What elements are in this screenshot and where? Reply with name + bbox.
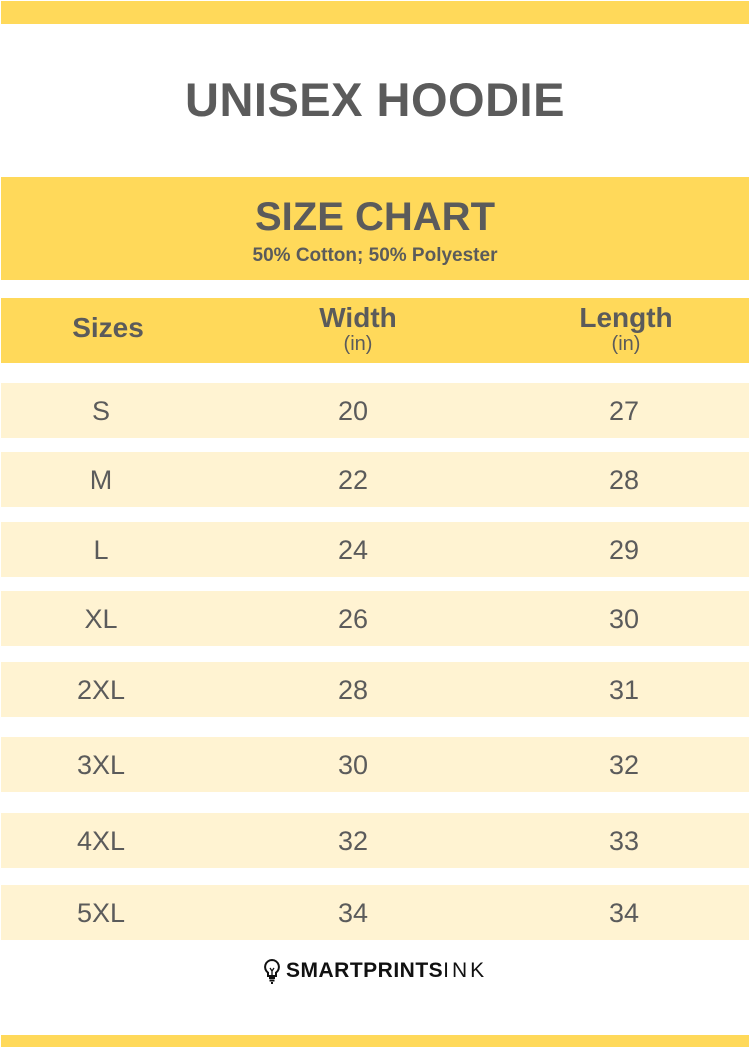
cell-size: 5XL: [76, 898, 126, 928]
table-row: S 20 27: [1, 383, 749, 438]
table-row: 5XL 34 34: [1, 885, 749, 940]
cell-size: L: [93, 535, 109, 565]
lightbulb-icon: [264, 958, 280, 984]
cell-length: 32: [608, 750, 640, 780]
cell-size: XL: [84, 604, 118, 634]
table-row: XL 26 30: [1, 591, 749, 646]
brand-suffix: INK: [443, 959, 488, 982]
cell-size: 4XL: [76, 826, 126, 856]
size-chart-heading: SIZE CHART: [255, 195, 495, 239]
cell-width: 26: [337, 604, 369, 634]
header-width: Width (in): [319, 302, 397, 355]
page-title: UNISEX HOODIE: [185, 73, 565, 126]
table-header: Sizes Width (in) Length (in): [1, 298, 749, 363]
table-row: 3XL 30 32: [1, 737, 749, 792]
cell-width: 24: [337, 535, 369, 565]
cell-size: S: [91, 396, 110, 426]
bottom-accent-bar: [1, 1035, 749, 1047]
brand-name: SMARTPRINTS: [286, 959, 444, 982]
brand-logo: SMARTPRINTSINK: [262, 958, 487, 984]
cell-length: 31: [608, 675, 640, 705]
cell-width: 32: [337, 826, 369, 856]
table-row: 2XL 28 31: [1, 662, 749, 717]
cell-length: 28: [608, 465, 640, 495]
cell-length: 34: [608, 898, 640, 928]
cell-size: 3XL: [76, 750, 126, 780]
cell-width: 20: [337, 396, 369, 426]
size-chart-banner: SIZE CHART 50% Cotton; 50% Polyester: [1, 177, 749, 280]
top-accent-bar: [1, 1, 749, 24]
material-text: 50% Cotton; 50% Polyester: [252, 245, 498, 266]
cell-width: 28: [337, 675, 369, 705]
header-length: Length (in): [579, 302, 673, 355]
cell-width: 22: [337, 465, 369, 495]
table-row: 4XL 32 33: [1, 813, 749, 868]
cell-width: 34: [337, 898, 369, 928]
cell-width: 30: [337, 750, 369, 780]
header-sizes: Sizes: [72, 312, 144, 343]
cell-length: 30: [608, 604, 640, 634]
table-row: L 24 29: [1, 522, 749, 577]
table-row: M 22 28: [1, 452, 749, 507]
cell-size: M: [89, 465, 113, 495]
cell-size: 2XL: [76, 675, 126, 705]
cell-length: 27: [608, 396, 640, 426]
cell-length: 29: [608, 535, 640, 565]
cell-length: 33: [608, 826, 640, 856]
